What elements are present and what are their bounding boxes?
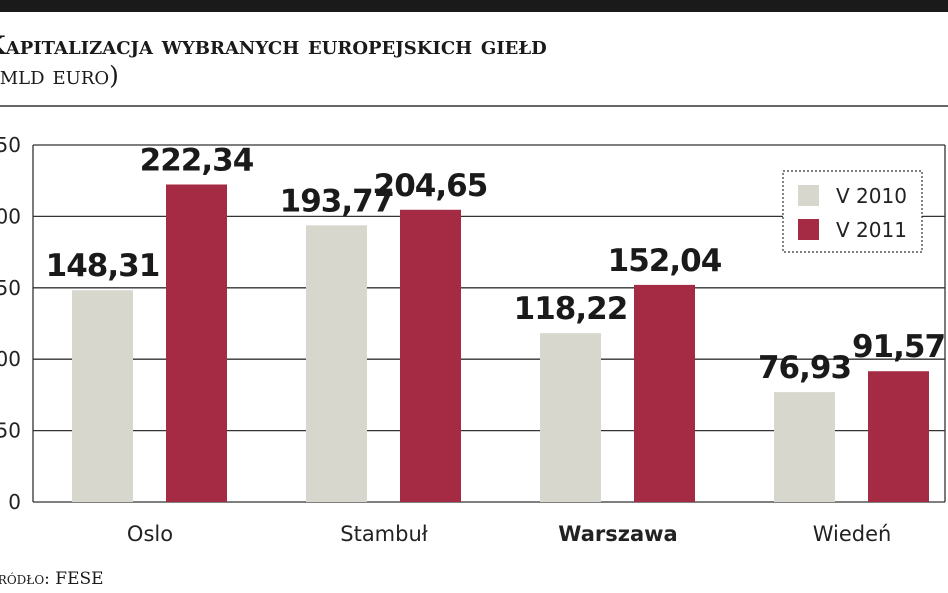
value-label: 152,04 bbox=[608, 243, 722, 279]
value-label: 222,34 bbox=[140, 142, 254, 178]
value-label: 148,31 bbox=[46, 248, 160, 284]
bar bbox=[868, 371, 929, 502]
legend-swatch bbox=[798, 185, 819, 206]
top-bar bbox=[0, 0, 948, 12]
value-label: 76,93 bbox=[758, 350, 851, 386]
y-tick-label: 200 bbox=[0, 204, 21, 228]
bar bbox=[306, 225, 367, 502]
source: Źródło: FESE bbox=[0, 568, 104, 589]
x-tick-label: Wiedeń bbox=[813, 522, 892, 546]
y-tick-label: 100 bbox=[0, 347, 21, 371]
chart-subtitle: (mld euro) bbox=[0, 61, 119, 90]
bar bbox=[634, 284, 695, 502]
chart-title: Kapitalizacja wybranych europejskich gie… bbox=[0, 31, 547, 60]
y-tick-label: 250 bbox=[0, 133, 21, 157]
x-tick-label: Warszawa bbox=[558, 522, 677, 546]
legend-swatch bbox=[798, 219, 819, 240]
bar bbox=[540, 333, 601, 502]
legend-label: V 2011 bbox=[836, 218, 907, 242]
bar bbox=[400, 209, 461, 502]
legend-label: V 2010 bbox=[836, 184, 907, 208]
bar bbox=[774, 392, 835, 502]
y-tick-label: 150 bbox=[0, 276, 21, 300]
x-tick-label: Stambuł bbox=[340, 522, 428, 546]
value-label: 204,65 bbox=[374, 168, 488, 204]
x-tick-label: Oslo bbox=[127, 522, 173, 546]
y-tick-label: 50 bbox=[0, 419, 21, 443]
value-label: 91,57 bbox=[852, 329, 945, 365]
value-label: 118,22 bbox=[514, 291, 628, 327]
bar bbox=[166, 184, 227, 502]
bar bbox=[72, 290, 133, 502]
value-label: 193,77 bbox=[280, 183, 394, 219]
y-tick-label: 0 bbox=[8, 490, 21, 514]
